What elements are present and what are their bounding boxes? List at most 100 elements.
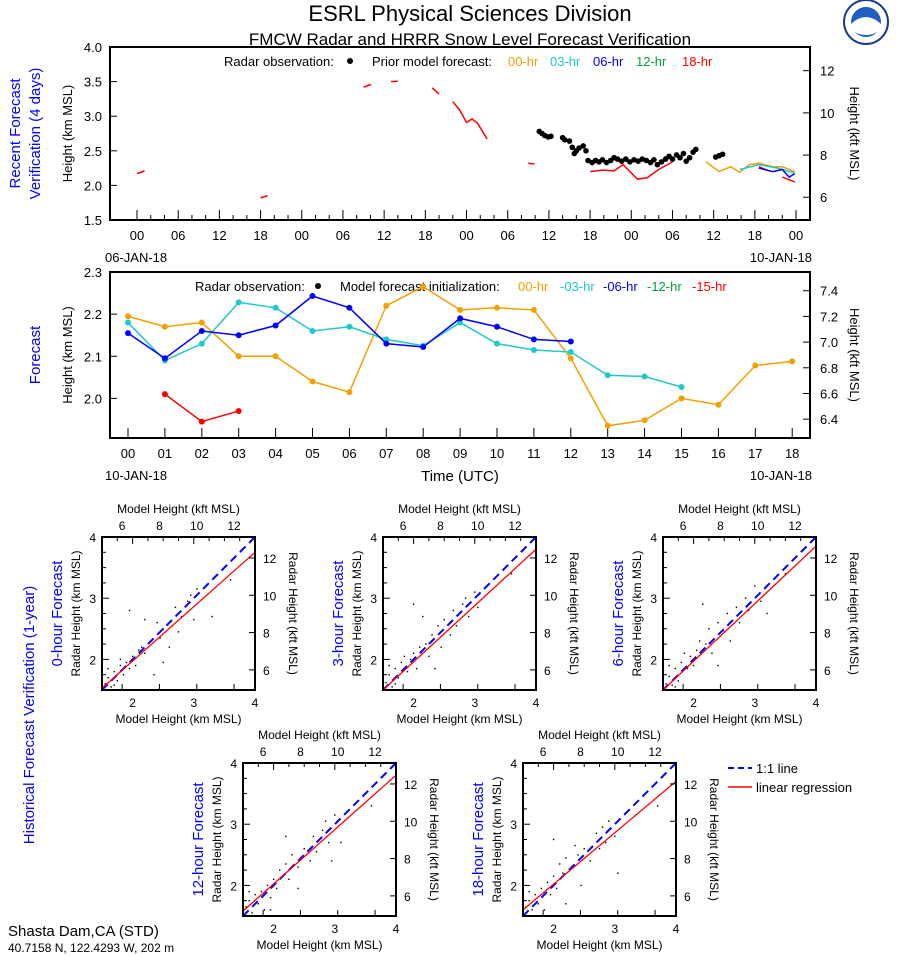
scatter-point <box>452 609 455 612</box>
series-h03-point <box>383 336 390 343</box>
noaa-logo-bird <box>851 17 881 35</box>
series-h00-point <box>494 304 500 311</box>
scatter-point <box>784 573 787 575</box>
x-tick-label: 3 <box>190 696 197 710</box>
historical-side-label: Historical Forecast Verification (1-year… <box>21 586 38 844</box>
x-tick-label: 13 <box>600 446 614 461</box>
y-kft-tick-label: 8 <box>404 853 411 867</box>
scatter-point <box>275 887 278 890</box>
scatter-point <box>565 857 567 859</box>
y-right-tick-label: 6 <box>820 190 827 205</box>
scatter-point <box>680 661 683 664</box>
scatter-point <box>440 646 442 648</box>
scatter-point <box>656 805 659 807</box>
x-axis-label: Time (UTC) <box>421 468 499 485</box>
side-label: Forecast <box>27 325 44 384</box>
x-tick-label: 04 <box>268 446 282 461</box>
series-h00-line <box>705 161 795 174</box>
series-h00-point <box>604 422 611 429</box>
side-label: Recent Forecast <box>7 78 24 189</box>
x-tick-label: 4 <box>252 696 259 710</box>
y-axis-right-label: Height (kft MSL) <box>847 87 862 181</box>
y-right-tick-label: 6.4 <box>820 412 838 427</box>
scatter-point <box>257 903 259 905</box>
scatter-point <box>617 872 619 874</box>
scatter-point <box>422 615 424 618</box>
y-kft-tick-label: 6 <box>684 890 691 904</box>
x-top-axis-label: Model Height (kft MSL) <box>538 728 661 742</box>
legend-entry: 03-hr <box>550 54 581 69</box>
scatter-point <box>431 634 433 636</box>
series-h06-point <box>530 336 537 343</box>
legend-entry: 18-hr <box>682 54 713 69</box>
series-h00-point <box>125 313 131 320</box>
series-h18-point <box>198 418 205 425</box>
series-h03-point <box>346 323 353 330</box>
scatter-point <box>528 890 530 893</box>
scatter-point <box>477 606 479 609</box>
scatter-point <box>595 832 598 835</box>
scatter-point <box>574 844 576 847</box>
scatter-panel: 2 2 3 3 4 4 6 6 8 8 10 10 12 12 Model Height (kft MSL)… <box>470 728 721 952</box>
y-tick-label: 2 <box>510 879 517 893</box>
x-kft-tick-label: 10 <box>471 519 485 533</box>
y-tick-label: 1.5 <box>84 213 102 228</box>
y-kft-tick-label: 10 <box>824 589 838 603</box>
date-start: 06-JAN-18 <box>105 250 167 265</box>
scatter-point <box>394 667 396 670</box>
scatter-panel: 2 2 3 3 4 4 6 6 8 8 10 10 12 12 Model Height (kft MSL)… <box>610 502 861 726</box>
scatter-panel: 2 2 3 3 4 4 6 6 8 8 10 10 12 12 Model Height (kft MSL)… <box>330 502 581 726</box>
x-kft-tick-label: 6 <box>119 519 126 533</box>
scatter-point <box>248 900 250 902</box>
scatter-point <box>134 664 137 667</box>
scatter-point <box>309 860 312 862</box>
x-top-axis-label: Model Height (kft MSL) <box>678 502 801 516</box>
legend-entry: -15-hr <box>692 279 727 294</box>
y-kft-tick-label: 8 <box>824 627 831 641</box>
plot-frame <box>109 46 811 221</box>
y-axis-right-label: Radar Height (kft MSL) <box>567 552 581 675</box>
x-tick-label: 18 <box>583 228 597 243</box>
scatter-point <box>604 841 607 844</box>
y-kft-tick-label: 6 <box>263 664 270 678</box>
scatter-point <box>726 612 728 615</box>
scatter-point <box>717 664 719 667</box>
series-h00-point <box>235 353 242 360</box>
legend-one-to-one-label: 1:1 line <box>756 761 798 776</box>
radar-observation-point <box>548 133 554 140</box>
series-h18-line <box>363 83 372 88</box>
series-h03-point <box>567 349 574 356</box>
scatter-point <box>180 615 183 618</box>
series-h03-point <box>235 299 242 306</box>
x-tick-label: 08 <box>416 446 430 461</box>
y-right-tick-label: 8 <box>820 148 827 163</box>
y-tick-label: 3 <box>510 818 517 832</box>
scatter-point <box>686 667 689 670</box>
series-h03-point <box>678 384 685 391</box>
series-h06-point <box>420 343 427 350</box>
x-kft-tick-label: 12 <box>227 519 241 533</box>
panel-title: 12-hour Forecast <box>190 782 207 897</box>
y-kft-tick-label: 8 <box>684 853 691 867</box>
y-kft-tick-label: 6 <box>824 664 831 678</box>
x-kft-tick-label: 6 <box>400 519 407 533</box>
scatter-point <box>168 646 171 648</box>
scatter-point <box>565 903 567 905</box>
x-tick-label: 11 <box>527 446 541 461</box>
date-end: 10-JAN-18 <box>750 468 812 483</box>
series-h03-point <box>641 373 648 380</box>
x-kft-tick-label: 12 <box>368 745 382 759</box>
page-subtitle: FMCW Radar and HRRR Snow Level Forecast … <box>249 30 691 49</box>
scatter-point <box>107 667 109 670</box>
panel-title: 0-hour Forecast <box>49 560 66 667</box>
legend-entry: -06-hr <box>603 279 638 294</box>
legend-entry: 06-hr <box>593 54 624 69</box>
legend-obs-label: Radar observation: <box>224 54 334 69</box>
x-tick-label: 06 <box>500 228 514 243</box>
scatter-point <box>110 686 112 688</box>
scatter-point <box>260 890 263 893</box>
radar-observation-point <box>569 144 576 151</box>
radar-observation-point <box>561 136 568 143</box>
scatter-point <box>303 847 305 850</box>
